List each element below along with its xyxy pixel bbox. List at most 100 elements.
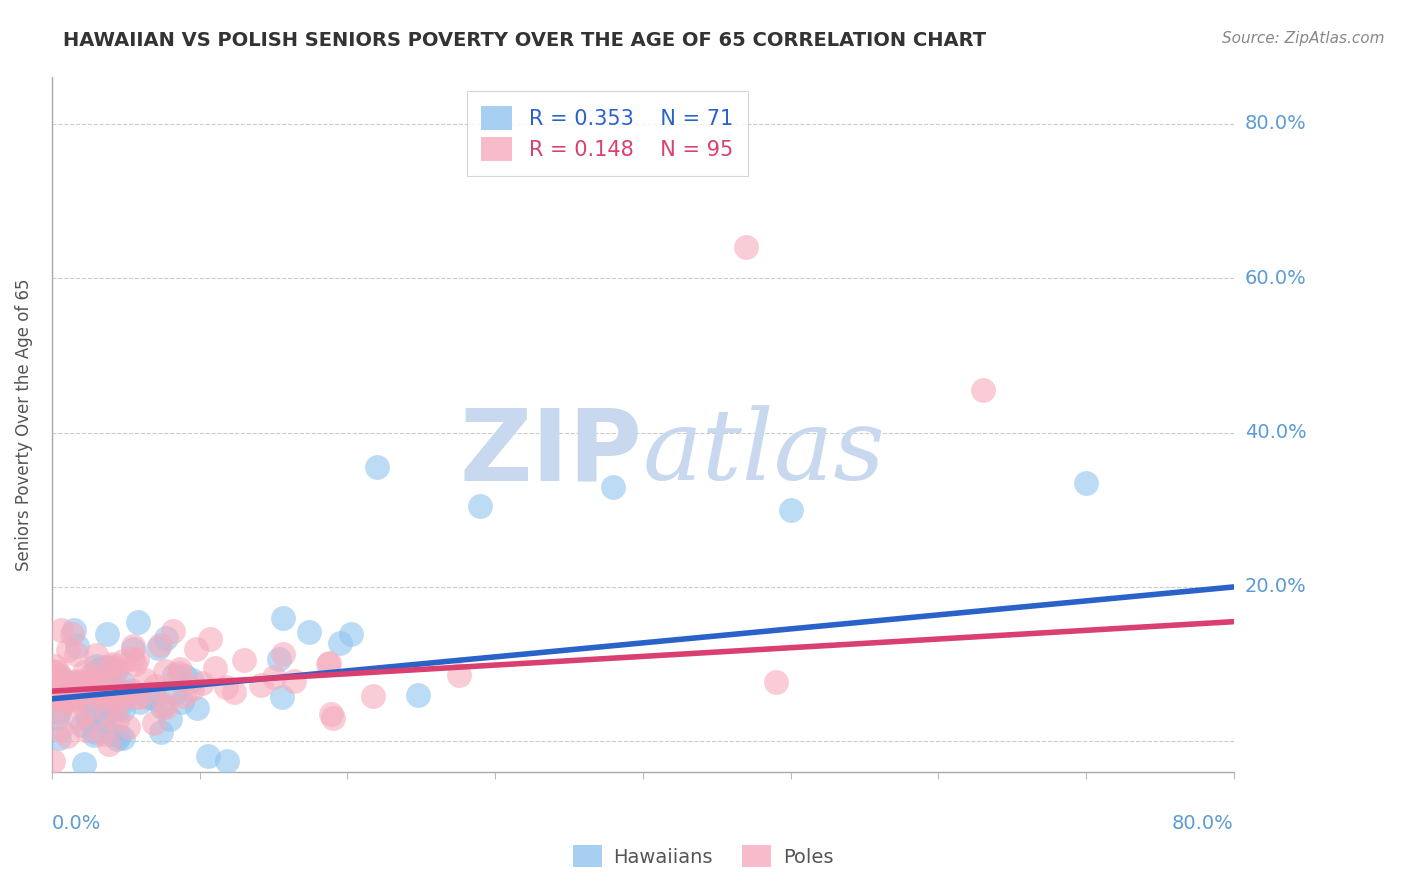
Point xyxy=(105,664,128,678)
Point xyxy=(94,704,117,718)
Point xyxy=(173,690,195,704)
Point xyxy=(46,669,69,683)
Point xyxy=(204,660,226,674)
Point xyxy=(169,662,191,676)
Point xyxy=(91,691,114,706)
Point xyxy=(65,692,87,706)
Point xyxy=(75,705,97,719)
Point xyxy=(271,690,294,705)
Point xyxy=(56,730,79,744)
Point xyxy=(98,661,121,675)
Point xyxy=(91,659,114,673)
Point xyxy=(55,674,77,689)
Point xyxy=(67,687,90,701)
Text: 80.0%: 80.0% xyxy=(1244,114,1306,133)
Point xyxy=(155,632,177,646)
Point xyxy=(112,676,135,690)
Point xyxy=(77,711,100,725)
Point xyxy=(75,723,97,737)
Point xyxy=(162,624,184,638)
Point xyxy=(84,725,107,739)
Point xyxy=(86,659,108,673)
Point xyxy=(49,670,72,684)
Point xyxy=(150,700,173,714)
Point xyxy=(765,675,787,690)
Point xyxy=(46,702,69,716)
Point xyxy=(65,647,87,661)
Legend: Hawaiians, Poles: Hawaiians, Poles xyxy=(565,837,841,875)
Point xyxy=(91,688,114,702)
Point xyxy=(72,665,94,679)
Point xyxy=(735,240,758,254)
Point xyxy=(298,625,321,640)
Point xyxy=(146,640,169,655)
Point xyxy=(84,703,107,717)
Y-axis label: Seniors Poverty Over the Age of 65: Seniors Poverty Over the Age of 65 xyxy=(15,278,32,571)
Point xyxy=(49,673,72,688)
Point xyxy=(53,696,76,710)
Point xyxy=(66,639,89,653)
Point xyxy=(149,725,172,739)
Point xyxy=(145,679,167,693)
Point xyxy=(602,479,624,493)
Point xyxy=(66,681,89,695)
Point xyxy=(96,706,118,721)
Text: HAWAIIAN VS POLISH SENIORS POVERTY OVER THE AGE OF 65 CORRELATION CHART: HAWAIIAN VS POLISH SENIORS POVERTY OVER … xyxy=(63,31,987,50)
Point xyxy=(271,611,294,625)
Point xyxy=(143,715,166,730)
Point xyxy=(93,713,115,727)
Point xyxy=(779,502,801,516)
Point xyxy=(117,720,139,734)
Point xyxy=(159,712,181,726)
Point xyxy=(149,639,172,653)
Point xyxy=(174,669,197,683)
Point xyxy=(76,694,98,708)
Point xyxy=(321,707,343,722)
Point xyxy=(124,657,146,671)
Point xyxy=(98,676,121,690)
Point xyxy=(93,727,115,741)
Point xyxy=(120,683,142,698)
Point xyxy=(53,679,76,693)
Point xyxy=(72,675,94,690)
Point xyxy=(84,648,107,663)
Point xyxy=(46,711,69,725)
Point xyxy=(91,669,114,683)
Point xyxy=(110,691,132,706)
Point xyxy=(215,755,238,769)
Point xyxy=(138,690,160,704)
Point xyxy=(82,680,104,694)
Text: 20.0%: 20.0% xyxy=(1244,577,1306,597)
Point xyxy=(271,647,294,661)
Point xyxy=(339,626,361,640)
Point xyxy=(62,623,84,637)
Point xyxy=(52,695,75,709)
Point xyxy=(90,684,112,698)
Point xyxy=(89,673,111,687)
Point xyxy=(67,711,90,725)
Point xyxy=(269,652,291,666)
Text: Source: ZipAtlas.com: Source: ZipAtlas.com xyxy=(1222,31,1385,46)
Point xyxy=(143,691,166,706)
Point xyxy=(329,636,352,650)
Point xyxy=(96,627,118,641)
Point xyxy=(170,695,193,709)
Point xyxy=(66,674,89,689)
Point xyxy=(46,665,69,679)
Point xyxy=(48,705,70,719)
Point xyxy=(53,692,76,706)
Point xyxy=(98,675,121,690)
Point xyxy=(49,623,72,637)
Point xyxy=(101,686,124,700)
Point xyxy=(222,684,245,698)
Point xyxy=(105,714,128,728)
Point xyxy=(155,699,177,714)
Point xyxy=(163,668,186,682)
Legend: R = 0.353    N = 71, R = 0.148    N = 95: R = 0.353 N = 71, R = 0.148 N = 95 xyxy=(467,91,748,176)
Point xyxy=(169,666,191,681)
Point xyxy=(250,678,273,692)
Point xyxy=(59,689,82,703)
Point xyxy=(66,683,89,698)
Point xyxy=(406,688,429,702)
Point xyxy=(197,748,219,763)
